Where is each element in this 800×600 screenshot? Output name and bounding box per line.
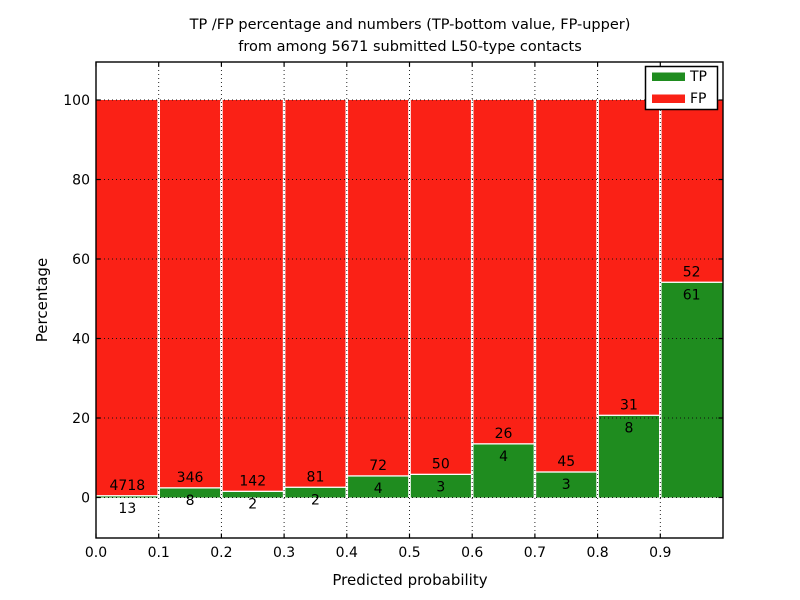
- tp-bar-segment: [536, 472, 597, 498]
- x-tick-label: 0.3: [273, 545, 295, 561]
- fp-bar-segment: [410, 100, 471, 474]
- tp-bar-segment: [285, 487, 346, 498]
- x-tick-label: 0.6: [461, 545, 483, 561]
- x-axis-label: Predicted probability: [332, 571, 487, 589]
- fp-bar-segment: [285, 100, 346, 487]
- y-tick-label: 40: [72, 332, 90, 348]
- tp-bar-segment: [96, 496, 158, 498]
- tp-bar-segment: [348, 476, 409, 498]
- x-tick-label: 0.0: [85, 545, 107, 561]
- legend: TP FP: [644, 65, 719, 111]
- chart-title-line1: TP /FP percentage and numbers (TP-bottom…: [189, 17, 631, 33]
- x-tick-label: 0.1: [148, 545, 170, 561]
- fp-bar-segment: [96, 100, 158, 496]
- tp-count-label: 2: [248, 496, 257, 512]
- bars-group: [96, 100, 723, 498]
- tp-count-label: 2: [311, 492, 320, 508]
- y-tick-label: 60: [72, 252, 90, 268]
- x-tick-label: 0.7: [524, 545, 546, 561]
- tp-count-label: 4: [499, 449, 508, 465]
- tp-count-label: 8: [186, 493, 195, 509]
- tp-bar-segment: [160, 488, 221, 498]
- fp-bar-segment: [598, 100, 659, 415]
- fp-count-label: 142: [239, 473, 266, 489]
- tp-bar-segment: [222, 491, 283, 498]
- fp-bar-segment: [536, 100, 597, 472]
- y-axis-label: Percentage: [33, 258, 51, 342]
- tp-count-label: 3: [562, 477, 571, 493]
- y-tick-label: 100: [63, 93, 90, 109]
- chart-title-line2: from among 5671 submitted L50-type conta…: [238, 39, 582, 55]
- x-tick-label: 0.5: [398, 545, 420, 561]
- fp-bar-segment: [348, 100, 409, 476]
- x-tick-label: 0.8: [586, 545, 608, 561]
- fp-count-label: 81: [307, 469, 325, 485]
- y-tick-label: 80: [72, 173, 90, 189]
- tick-marks: [95, 62, 723, 538]
- tp-bar-segment: [473, 444, 534, 498]
- tp-count-label: 4: [374, 481, 383, 497]
- legend-swatch-fp: [652, 94, 685, 103]
- y-tick-label: 20: [72, 411, 90, 427]
- tick-labels: 0.0 0.1 0.2 0.3 0.4 0.5 0.6 0.7 0.8 0.9 0 20 40 60 80 1…: [63, 93, 671, 561]
- fp-bar-segment: [473, 100, 534, 444]
- tp-bar-segment: [598, 415, 659, 498]
- legend-swatch-tp: [652, 72, 685, 81]
- fp-count-label: 4718: [110, 478, 146, 494]
- tp-count-label: 13: [118, 501, 136, 517]
- tp-bar-segment: [410, 475, 471, 498]
- tp-count-label: 61: [683, 287, 701, 303]
- x-tick-label: 0.4: [336, 545, 358, 561]
- fp-count-label: 346: [177, 470, 204, 486]
- fp-bar-segment: [160, 100, 221, 488]
- tp-count-label: 3: [436, 480, 445, 496]
- legend-label-fp: FP: [690, 91, 707, 107]
- fp-count-label: 50: [432, 457, 450, 473]
- x-tick-label: 0.9: [649, 545, 671, 561]
- fp-count-label: 31: [620, 397, 638, 413]
- bar-count-labels: 4718 13 346 8 142 2 81 2 72 4 50 3 26 4 45 3 31 8 52 61: [110, 264, 701, 516]
- tp-count-label: 8: [624, 420, 633, 436]
- fp-bar-segment: [661, 100, 723, 282]
- legend-label-tp: TP: [689, 69, 707, 85]
- fp-count-label: 52: [683, 264, 701, 280]
- fp-count-label: 26: [495, 426, 513, 442]
- gridlines: [96, 62, 723, 538]
- y-tick-label: 0: [81, 491, 90, 507]
- x-tick-label: 0.2: [210, 545, 232, 561]
- fp-bar-segment: [222, 100, 283, 491]
- fp-count-label: 72: [369, 458, 387, 474]
- tp-bar-segment: [661, 282, 723, 498]
- fp-count-label: 45: [557, 454, 575, 470]
